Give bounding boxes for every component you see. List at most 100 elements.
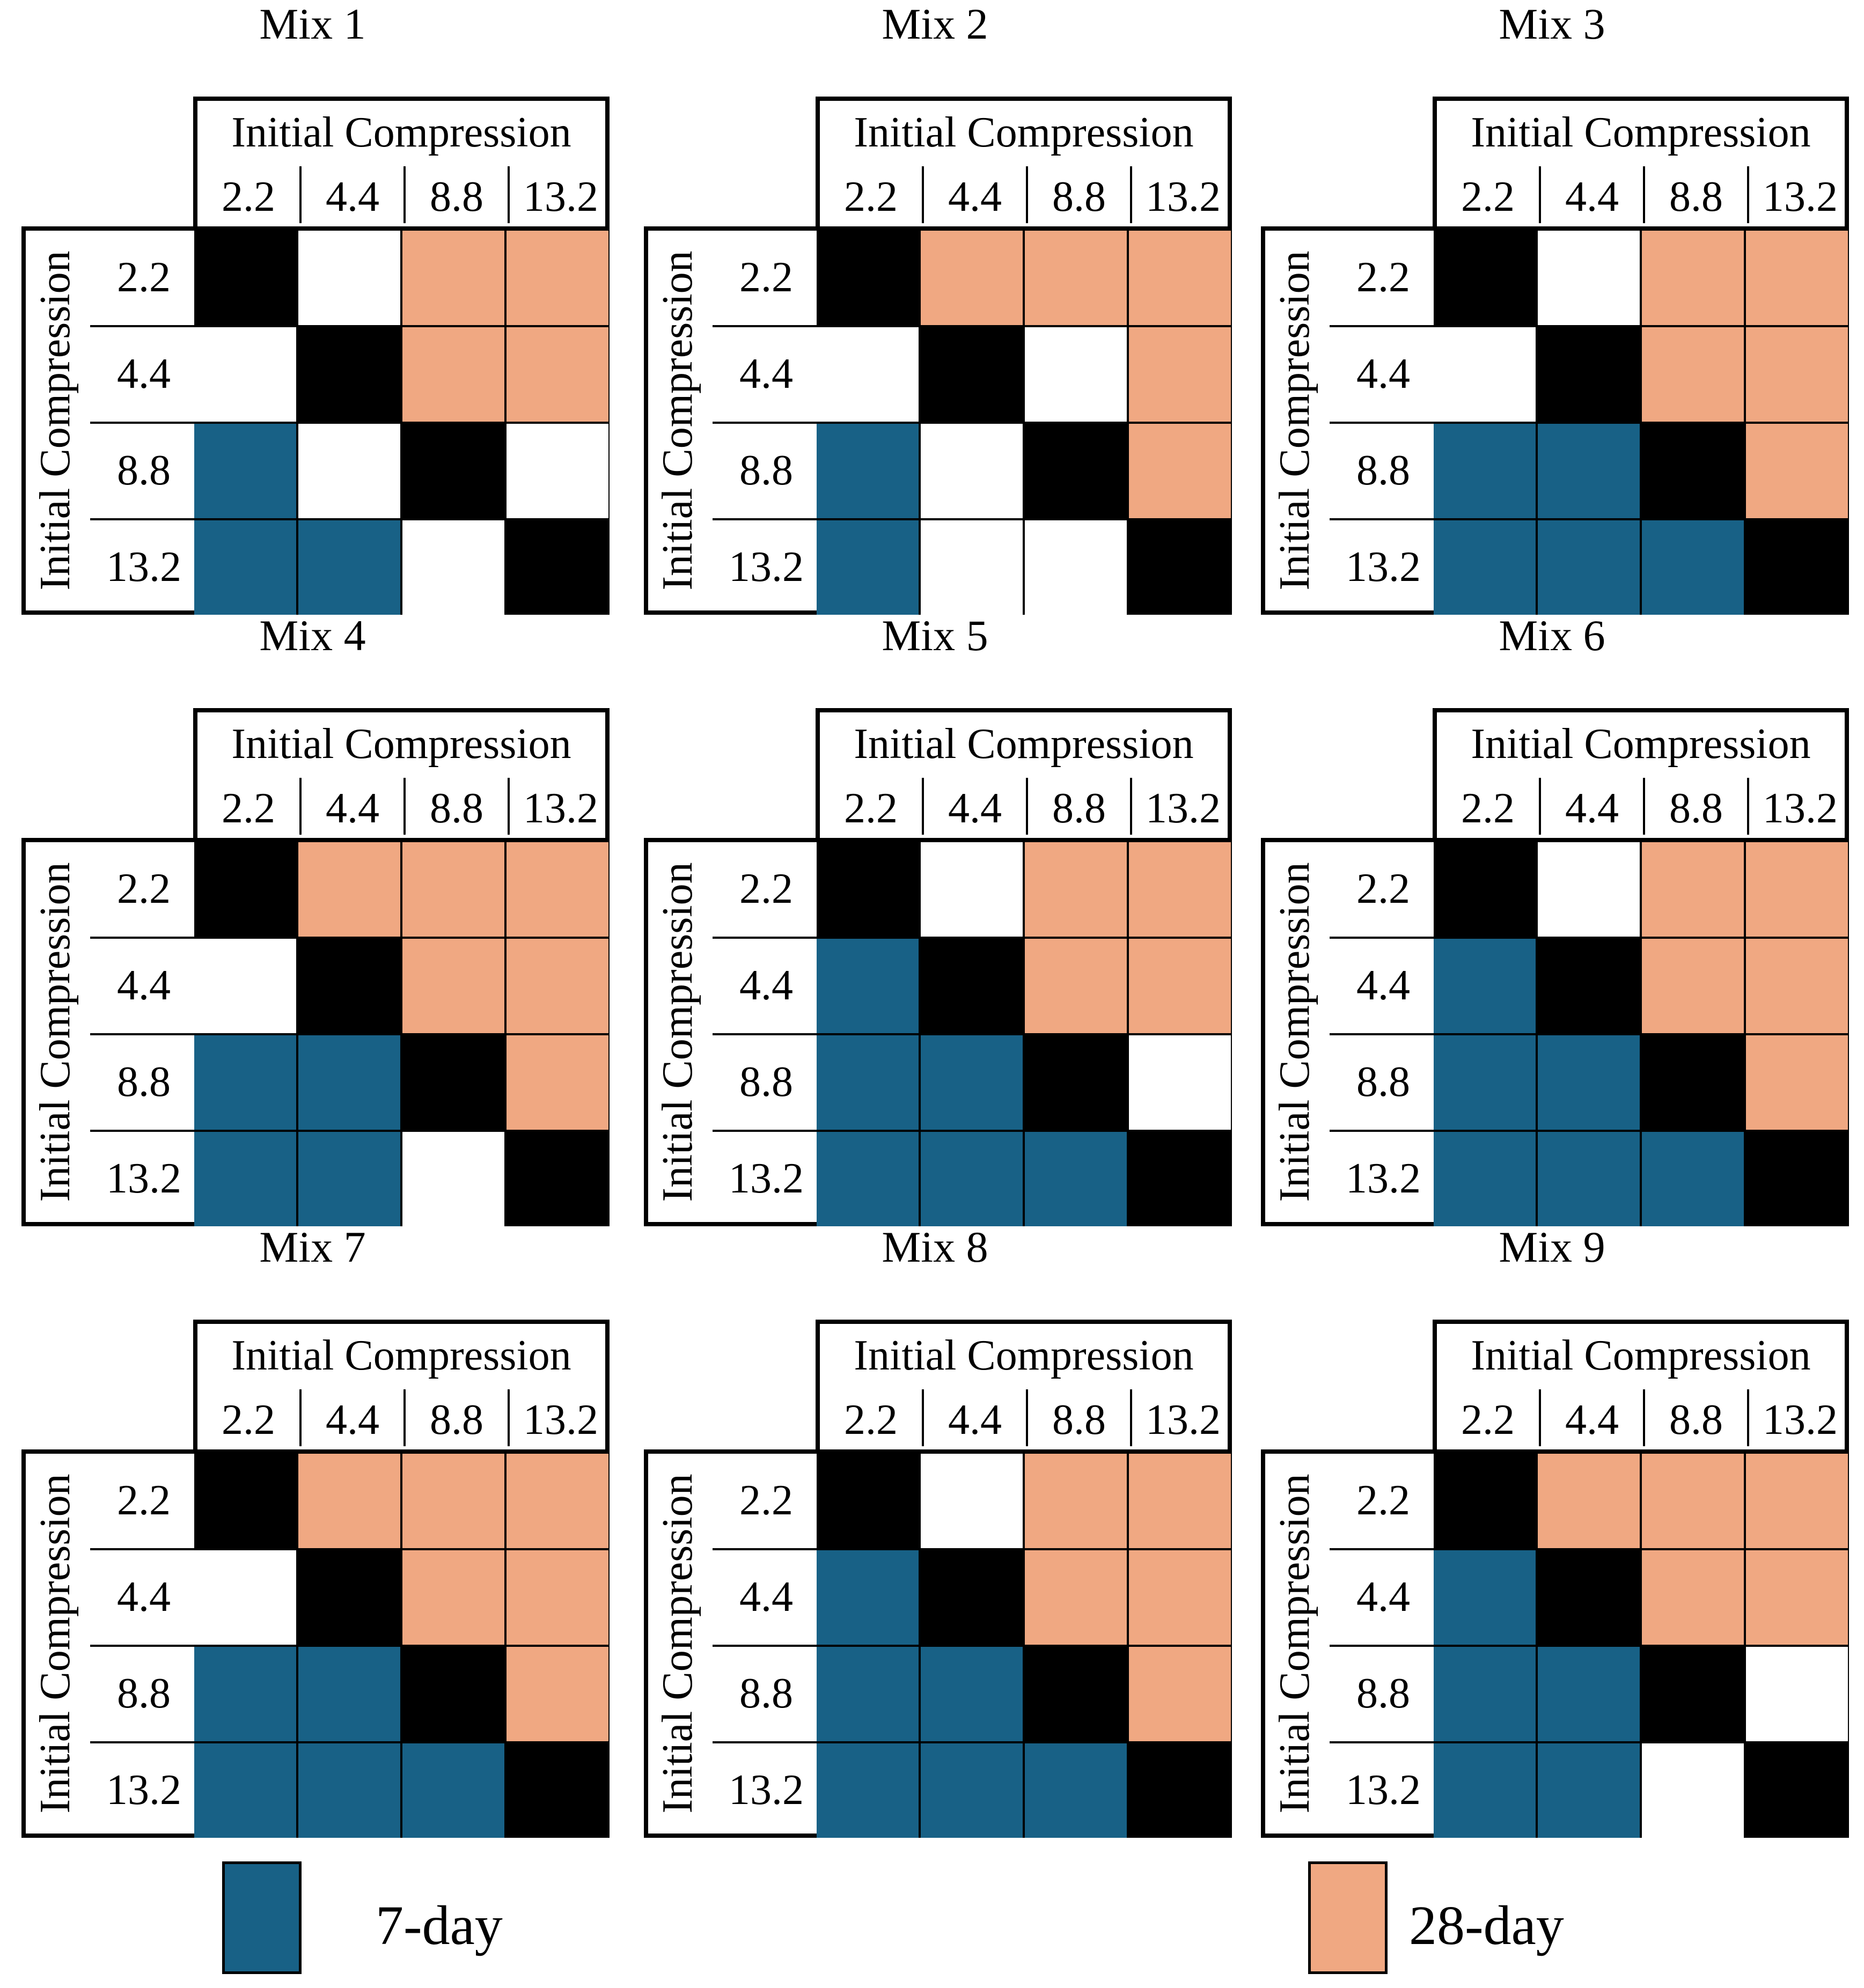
row-divider: [713, 325, 820, 327]
heatmap-cell: [1642, 842, 1744, 937]
column-divider: [1747, 778, 1749, 835]
heatmap-cell: [298, 842, 400, 937]
column-tick-label: 4.4: [326, 785, 379, 832]
heatmap-cell: [817, 1550, 919, 1645]
row-tick-label: 4.4: [1356, 1573, 1410, 1621]
heatmap-cell: [1538, 520, 1640, 615]
row-axis-title: Initial Compression: [654, 1454, 702, 1834]
heatmap-cell: [1642, 1647, 1744, 1741]
heatmap-cell: [921, 231, 1023, 325]
row-header: Initial Compression 2.2 4.4 8.8 13.2: [644, 226, 1232, 615]
heatmap-cell: [1129, 1035, 1231, 1130]
heatmap-panel: Mix 7 Initial Compression 2.2 4.4 8.8 13.2 Ini…: [21, 1223, 610, 1838]
column-tick-label: 4.4: [326, 173, 379, 220]
heatmap-cell: [1538, 1743, 1640, 1838]
row-tick-label: 8.8: [739, 1058, 793, 1106]
row-tick-label: 13.2: [106, 1155, 181, 1202]
row-tick-label: 4.4: [739, 350, 793, 397]
row-axis-title: Initial Compression: [1271, 231, 1319, 610]
heatmap-cell: [1129, 842, 1231, 937]
row-axis-title-text: Initial Compression: [32, 1474, 79, 1814]
heatmap-cell: [402, 1647, 504, 1741]
column-tick-label: 13.2: [1763, 1396, 1838, 1444]
heatmap-cell: [1434, 1550, 1536, 1645]
heatmap-cell: [1746, 1550, 1848, 1645]
heatmap-cell: [507, 842, 608, 937]
column-header: Initial Compression 2.2 4.4 8.8 13.2: [816, 708, 1232, 842]
heatmap-cell: [1538, 1132, 1640, 1226]
heatmap-cell: [402, 1550, 504, 1645]
heatmap-cell: [507, 939, 608, 1033]
heatmap-cell: [1025, 842, 1127, 937]
heatmap-cell: [194, 231, 296, 325]
row-axis-title-text: Initial Compression: [1271, 251, 1318, 591]
row-tick-label: 2.2: [117, 1477, 171, 1524]
column-divider: [508, 778, 510, 835]
heatmap-cell: [1746, 842, 1848, 937]
heatmap-cell: [1025, 327, 1127, 422]
column-tick-label: 8.8: [1052, 1396, 1106, 1444]
row-header: Initial Compression 2.2 4.4 8.8 13.2: [21, 226, 610, 615]
column-divider: [1643, 778, 1645, 835]
heatmap-cell: [1129, 520, 1231, 615]
column-header: Initial Compression 2.2 4.4 8.8 13.2: [1433, 97, 1849, 231]
column-tick-label: 8.8: [1052, 785, 1106, 832]
heatmap-cell: [921, 1550, 1023, 1645]
column-tick-label: 13.2: [523, 173, 598, 220]
column-header: Initial Compression 2.2 4.4 8.8 13.2: [193, 708, 610, 842]
heatmap-cell: [1434, 1454, 1536, 1548]
row-header: Initial Compression 2.2 4.4 8.8 13.2: [1261, 1449, 1849, 1838]
column-tick-label: 8.8: [1052, 173, 1106, 220]
row-tick-label: 8.8: [1356, 1058, 1410, 1106]
row-divider: [90, 1548, 197, 1550]
column-axis-title: Initial Compression: [1471, 720, 1811, 768]
column-tick-label: 4.4: [948, 173, 1002, 220]
column-divider: [299, 1389, 302, 1446]
column-axis-title: Initial Compression: [231, 720, 571, 768]
column-tick-label: 2.2: [222, 173, 275, 220]
heatmap-cell: [817, 231, 919, 325]
heatmap-cell: [1129, 327, 1231, 422]
heatmap-cell: [402, 1132, 504, 1226]
row-axis-title: Initial Compression: [1271, 842, 1319, 1222]
row-divider: [713, 1033, 820, 1035]
row-divider: [1330, 325, 1437, 327]
heatmap-cell: [194, 1035, 296, 1130]
heatmap-cell: [402, 424, 504, 518]
heatmap-cell: [1538, 424, 1640, 518]
row-tick-label: 2.2: [739, 254, 793, 301]
column-divider: [1747, 1389, 1749, 1446]
row-axis-title: Initial Compression: [31, 842, 79, 1222]
heatmap-cell: [1642, 1035, 1744, 1130]
column-tick-label: 2.2: [844, 785, 898, 832]
heatmap-cell: [921, 1035, 1023, 1130]
heatmap-cell: [1642, 1743, 1744, 1838]
column-tick-label: 13.2: [1763, 785, 1838, 832]
column-header: Initial Compression 2.2 4.4 8.8 13.2: [816, 97, 1232, 231]
row-tick-label: 2.2: [1356, 865, 1410, 912]
heatmap-cell: [402, 842, 504, 937]
row-divider: [1330, 1130, 1437, 1132]
heatmap-cell: [194, 842, 296, 937]
column-divider: [1026, 778, 1028, 835]
column-divider: [1747, 166, 1749, 223]
heatmap-cell: [1538, 231, 1640, 325]
heatmap-panel: Mix 5 Initial Compression 2.2 4.4 8.8 13.2 Ini…: [644, 612, 1232, 1226]
column-divider: [1539, 778, 1541, 835]
row-tick-label: 13.2: [729, 1766, 804, 1814]
heatmap-cell: [921, 424, 1023, 518]
heatmap-cell: [1538, 1647, 1640, 1741]
column-header: Initial Compression 2.2 4.4 8.8 13.2: [193, 97, 610, 231]
heatmap-panel: Mix 1 Initial Compression 2.2 4.4 8.8 13.2 Ini…: [21, 0, 610, 615]
heatmap-cell: [1025, 1743, 1127, 1838]
column-axis-title: Initial Compression: [854, 1332, 1194, 1379]
column-divider: [1643, 1389, 1645, 1446]
column-tick-label: 2.2: [1461, 173, 1515, 220]
panel-title: Mix 8: [882, 1223, 988, 1271]
heatmap-cell: [921, 939, 1023, 1033]
heatmap-cell: [817, 1132, 919, 1226]
heatmap-cell: [1025, 520, 1127, 615]
row-divider: [90, 422, 197, 424]
heatmap-cell: [402, 231, 504, 325]
row-divider: [90, 937, 197, 939]
